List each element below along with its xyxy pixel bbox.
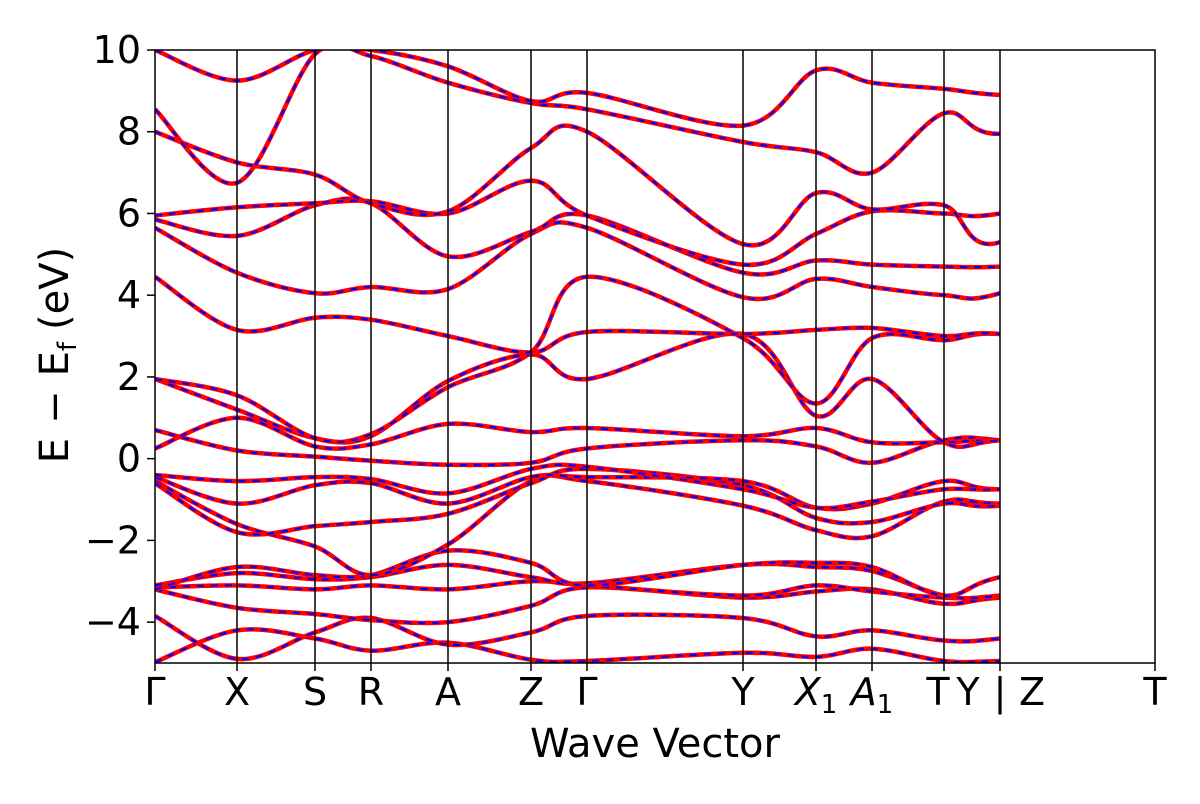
band-line-14 <box>155 274 1001 445</box>
band-line-7 <box>155 473 1001 578</box>
y-tick-label: 6 <box>117 191 141 235</box>
plot-frame <box>154 49 1156 664</box>
band-line-dashed-2 <box>155 613 1001 661</box>
band-line-11 <box>155 427 1001 468</box>
band-line-18 <box>155 178 1001 267</box>
band-line-dashed-3 <box>155 586 1001 625</box>
y-axis-ticks: −4 −2 0 2 4 6 8 10 <box>85 28 155 644</box>
x-tick-label: Γ <box>144 670 165 714</box>
high-symmetry-lines <box>236 50 1001 663</box>
band-line-dashed-16 <box>155 221 1001 300</box>
y-tick-label: 8 <box>117 110 141 154</box>
band-line-dashed-21 <box>155 50 1001 127</box>
x-tick-label: X <box>224 670 250 714</box>
y-tick-label: 4 <box>117 273 141 317</box>
band-line-2 <box>155 612 1001 662</box>
y-tick-label: 2 <box>117 355 141 399</box>
band-lines <box>155 50 1001 663</box>
band-line-dashed-17 <box>155 197 1001 276</box>
x-axis-ticks: Γ X S R A Z Γ Y X1 A1 T Y | Z T <box>144 663 1167 720</box>
x-tick-label: S <box>303 670 327 714</box>
x-tick-label: T <box>1142 670 1167 714</box>
band-line-20 <box>155 50 1001 186</box>
y-tick-label: 10 <box>93 28 141 72</box>
x-tick-label: Γ <box>576 670 597 714</box>
band-line-dashed-10 <box>155 463 1001 510</box>
band-line-dashed-7 <box>155 474 1001 577</box>
x-tick-label: A1 <box>848 670 894 720</box>
band-line-dashed-11 <box>155 429 1001 467</box>
y-axis-label: E−Ef(eV) <box>32 247 83 463</box>
x-axis-label: Wave Vector <box>530 721 781 767</box>
x-tick-label: X1 <box>793 670 838 720</box>
band-line-dashed-19 <box>155 124 1001 247</box>
y-tick-label: 0 <box>117 437 141 481</box>
x-tick-label: A <box>435 670 461 714</box>
x-tick-label: T <box>925 670 950 714</box>
y-tick-label: −2 <box>85 518 141 562</box>
x-tick-label: | <box>994 670 1007 715</box>
x-tick-label: Y <box>730 670 755 714</box>
band-line-dashed-18 <box>155 179 1001 266</box>
x-tick-label: R <box>358 670 384 714</box>
band-line-dashed-14 <box>155 275 1001 444</box>
y-tick-label: −4 <box>85 600 141 644</box>
x-tick-label: Z <box>518 670 544 714</box>
band-line-dashed-12 <box>155 416 1001 450</box>
x-tick-label: Z <box>1019 670 1045 714</box>
x-tick-label: Y <box>955 670 980 714</box>
